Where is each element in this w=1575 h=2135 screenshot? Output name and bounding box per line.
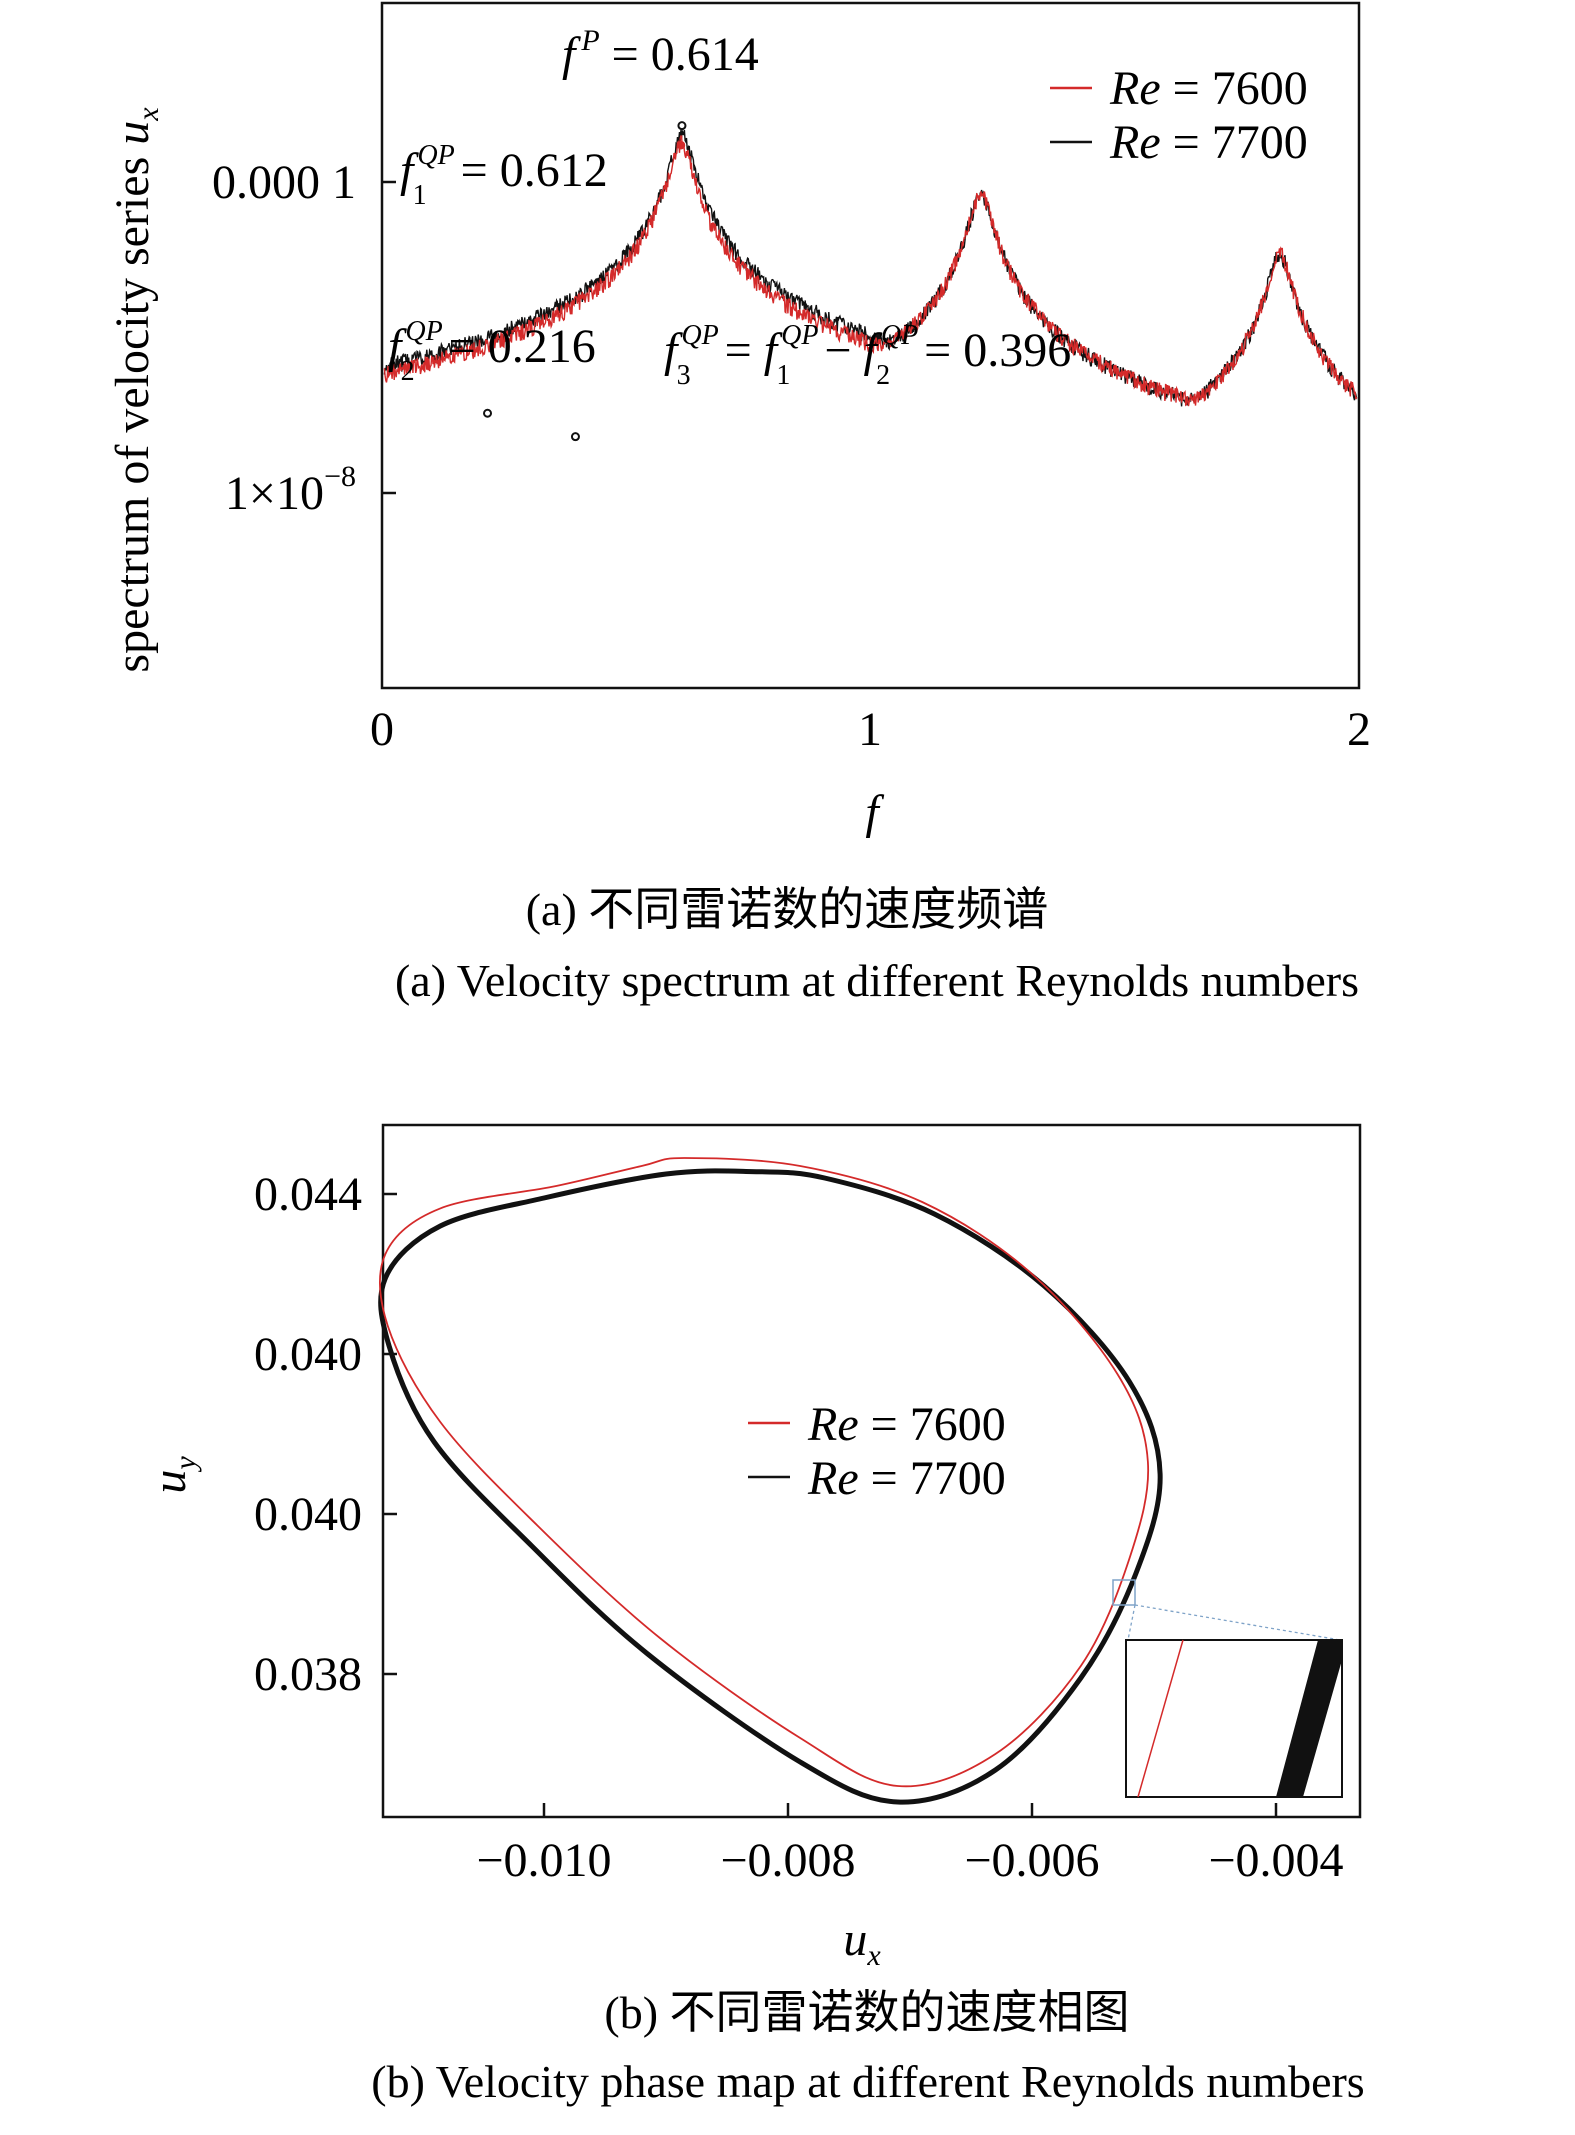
svg-text:uy: uy <box>143 1456 202 1494</box>
plot-frame-a <box>380 1 1361 690</box>
phase-curve-re7700 <box>378 1168 1163 1805</box>
caption-a-cn: (a) 不同雷诺数的速度频谱 <box>526 884 1049 935</box>
x-tick-label: −0.006 <box>964 1834 1099 1887</box>
phase-plot-area <box>378 1157 1163 1805</box>
peak-marker <box>483 408 493 418</box>
y-axis-title: spectrum of velocity series ux <box>106 107 165 673</box>
legend-a: Re = 7600 Re = 7700 <box>1050 62 1308 169</box>
y-title-text: spectrum of velocity series <box>106 145 159 673</box>
annotation-fqp1: f QP 1 = 0.612 <box>400 140 608 211</box>
panel-a: 0.000 1 1×10 −8 0 1 2 f spectrum of velo… <box>106 1 1371 1006</box>
peak-marker <box>677 121 687 131</box>
peak-marker <box>676 140 686 150</box>
y-axis-b: 0.044 0.040 0.040 0.038 <box>254 1168 397 1701</box>
inset-re7600-line <box>1137 1639 1184 1798</box>
panel-b: 0.044 0.040 0.040 0.038 −0.010 −0.008 −0… <box>143 1123 1365 2107</box>
legend-item: Re = 7700 <box>807 1452 1006 1505</box>
inset-source-box <box>1112 1579 1136 1606</box>
y-tick-label: 0.040 <box>254 1328 362 1381</box>
y-tick-label: 0.040 <box>254 1488 362 1541</box>
spectrum-plot-area <box>383 121 1358 442</box>
inset-re7700-band <box>1276 1640 1342 1797</box>
caption-a-en: (a) Velocity spectrum at different Reyno… <box>395 955 1359 1006</box>
x-tick-label: 0 <box>370 703 394 756</box>
phase-curve-re7600 <box>378 1157 1150 1788</box>
y-tick-label: 0.038 <box>254 1648 362 1701</box>
plot-frame-b <box>381 1123 1362 1819</box>
svg-text:spectrum of velocity series ux: spectrum of velocity series ux <box>106 107 165 673</box>
y-title-var: u <box>106 121 159 145</box>
x-tick-label: −0.008 <box>720 1834 855 1887</box>
y-title-sub: x <box>132 107 165 122</box>
inset-connector <box>1127 1604 1136 1641</box>
legend-item: Re = 7700 <box>1109 116 1308 169</box>
spectrum-line-re7600 <box>383 135 1358 407</box>
legend-b: Re = 7600 Re = 7700 <box>748 1398 1006 1505</box>
y-axis-title-b: uy <box>143 1456 202 1494</box>
x-axis-title: ux <box>843 1913 881 1972</box>
inset-zoom <box>1112 1579 1343 1798</box>
x-axis-b: −0.010 −0.008 −0.006 −0.004 ux <box>476 1803 1344 1972</box>
x-tick-label: −0.004 <box>1208 1834 1343 1887</box>
caption-b-en: (b) Velocity phase map at different Reyn… <box>371 2056 1364 2107</box>
x-axis-a: 0 1 2 f <box>370 703 1371 839</box>
x-tick-label: −0.010 <box>476 1834 611 1887</box>
x-tick-label: 1 <box>858 703 882 756</box>
caption-b-cn: (b) 不同雷诺数的速度相图 <box>604 1987 1129 2038</box>
annotation-fqp3: f QP 3 = f QP 1 − f QP 2 = 0.396 <box>664 320 1071 391</box>
peak-marker <box>570 432 580 442</box>
y-tick-label: 0.044 <box>254 1168 362 1221</box>
inset-connector <box>1134 1604 1341 1641</box>
x-tick-label: 2 <box>1347 703 1371 756</box>
annotation-fqp2: f QP 2 = 0.216 <box>388 316 596 387</box>
y-tick-label: 0.000 1 <box>212 156 356 209</box>
y-tick-label: 1×10 <box>225 467 324 520</box>
legend-item: Re = 7600 <box>1109 62 1308 115</box>
y-tick-exponent: −8 <box>324 460 356 493</box>
x-axis-title: f <box>865 786 884 839</box>
legend-item: Re = 7600 <box>807 1398 1006 1451</box>
y-axis-a: 0.000 1 1×10 −8 <box>212 156 396 520</box>
